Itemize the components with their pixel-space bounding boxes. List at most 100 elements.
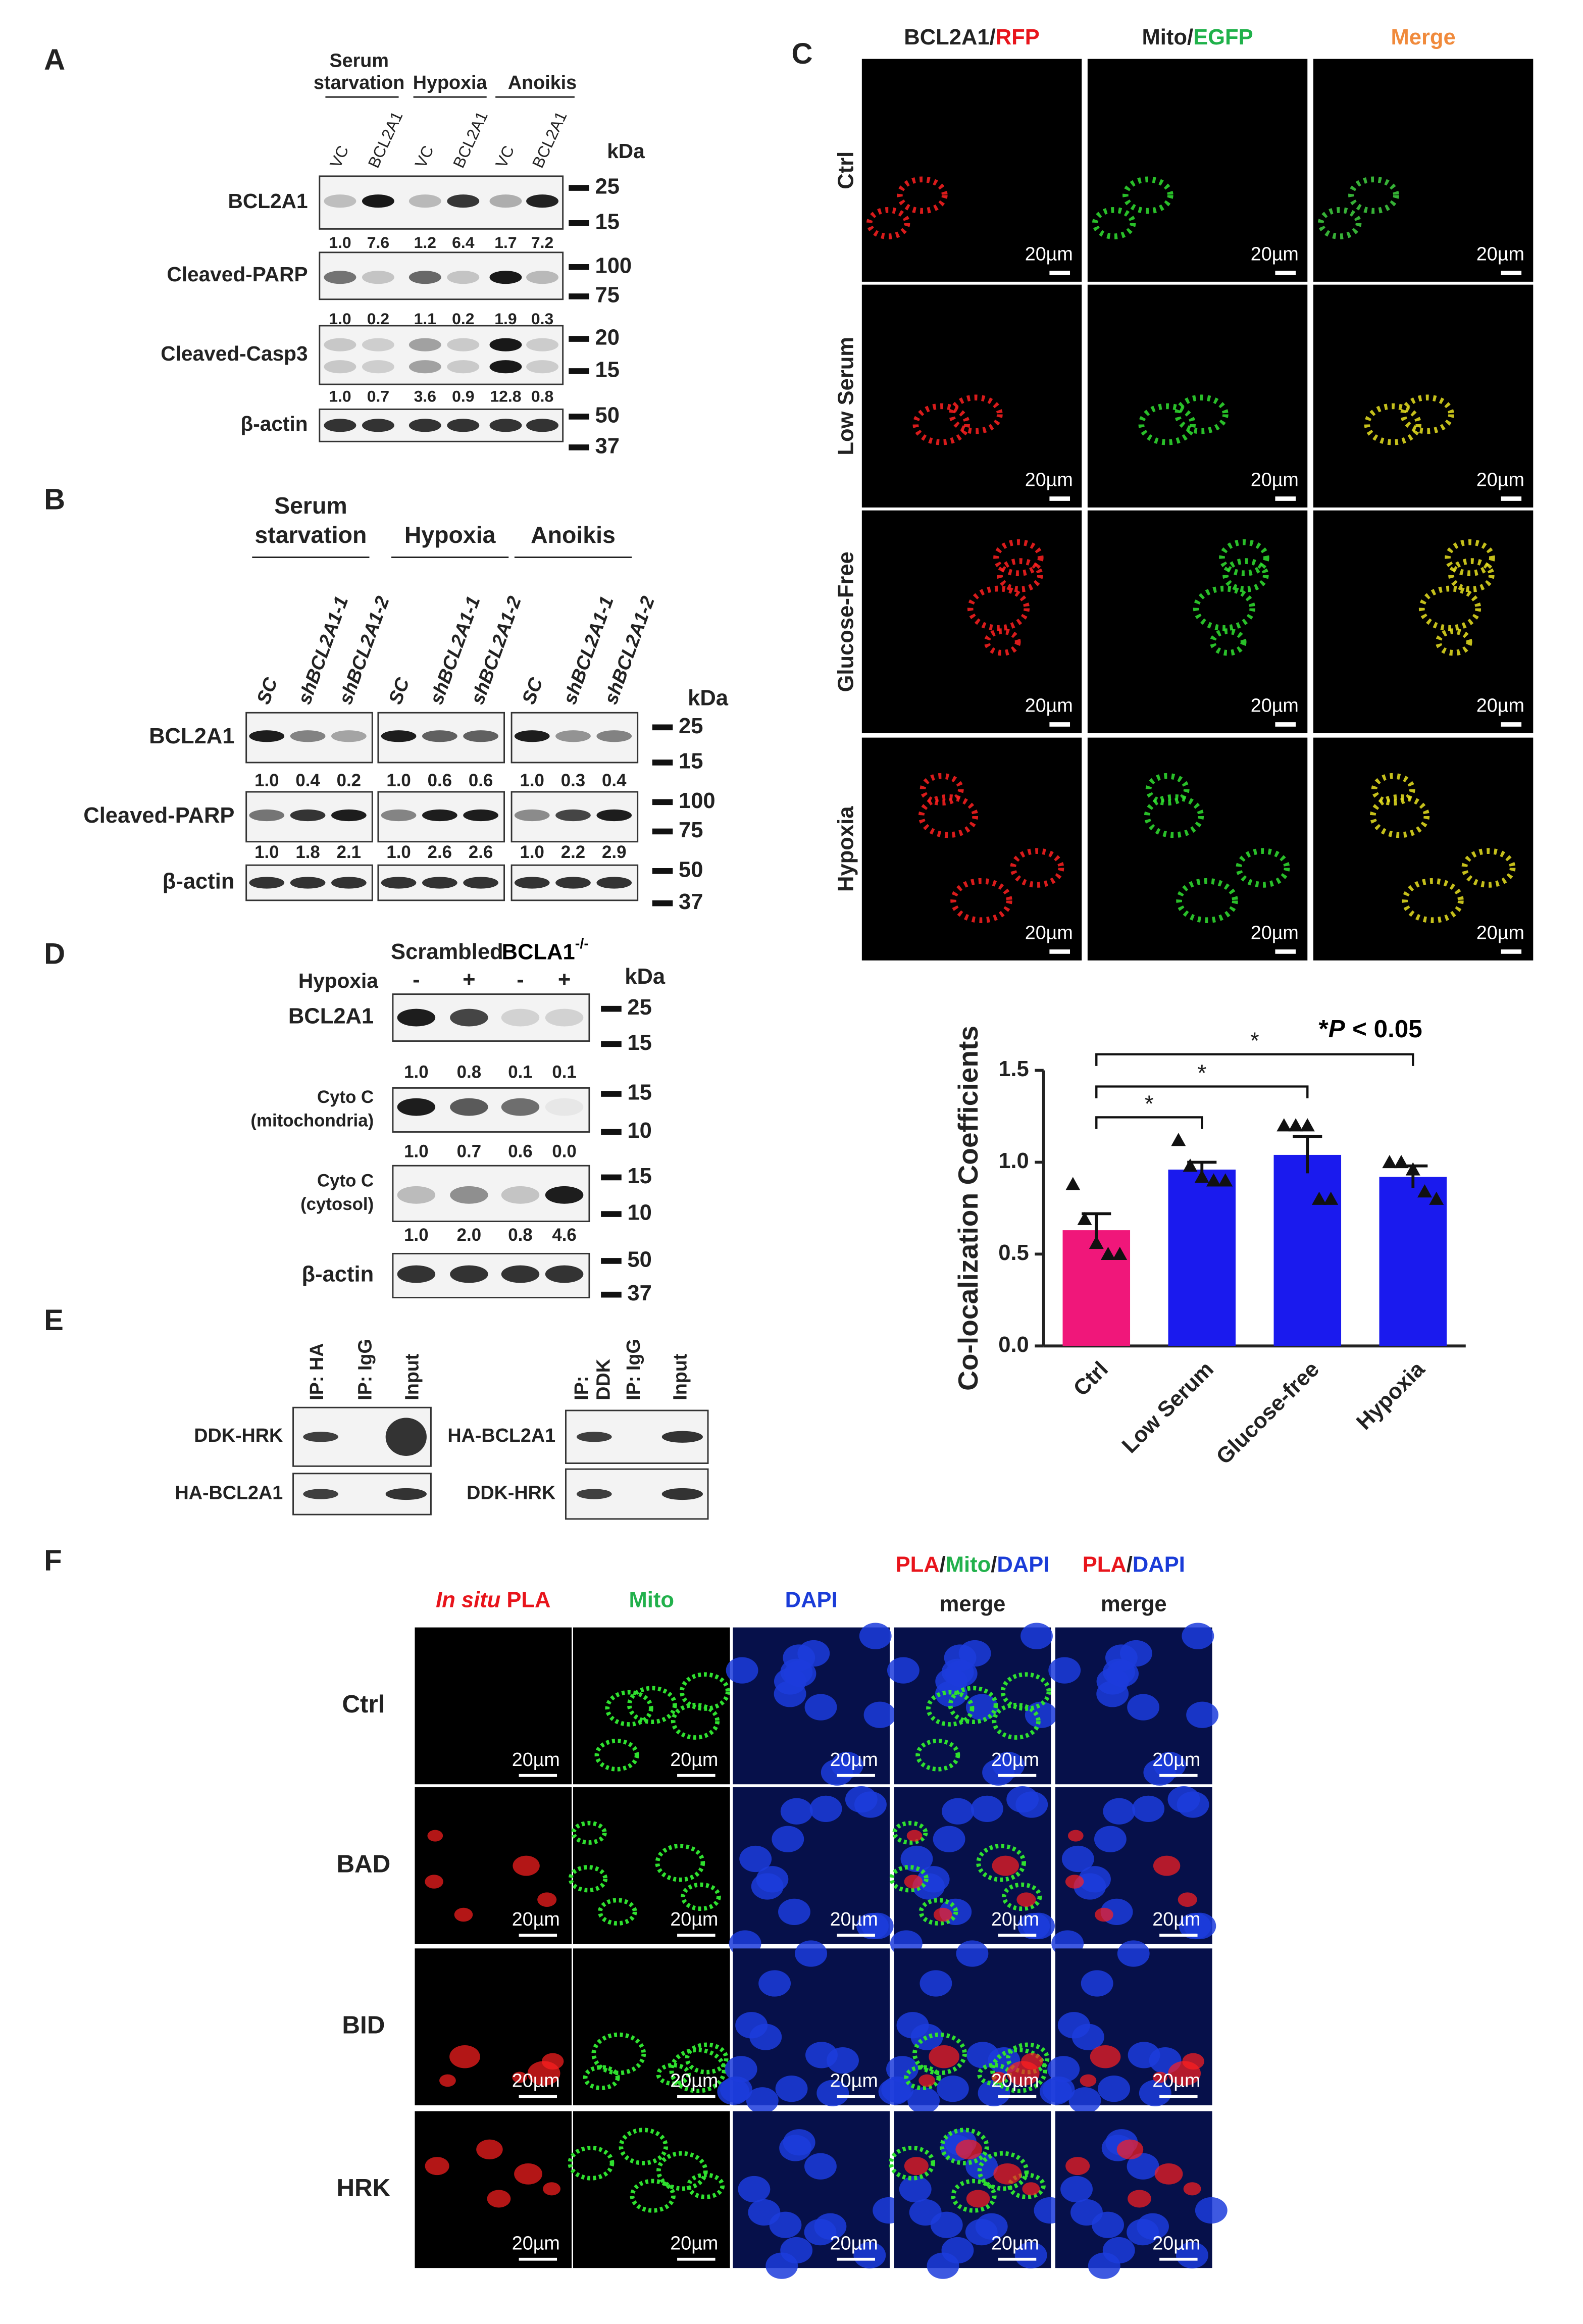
band [397, 1008, 436, 1027]
band [422, 877, 457, 889]
label: BCL2A1 [228, 189, 308, 213]
cell-signal [1175, 394, 1229, 434]
group-name: BCLA1 [502, 940, 575, 964]
label: 15 [627, 1031, 651, 1055]
pla-signal [425, 1875, 443, 1889]
scale-bar-label: 20µm [1152, 2233, 1200, 2254]
label: 2.0 [457, 1225, 481, 1245]
scale-bar-label: 20µm [1251, 922, 1299, 943]
group-header: Serum [329, 49, 388, 71]
nucleus [1068, 2087, 1101, 2114]
nucleus [1042, 2076, 1075, 2103]
label: 2.2 [561, 842, 585, 862]
data-point [1065, 1177, 1081, 1190]
panel-label: A [44, 43, 65, 76]
label: 25 [595, 175, 620, 199]
label: β-actin [240, 412, 308, 435]
data-point [1206, 1173, 1221, 1187]
pla-signal [543, 2182, 560, 2196]
scale-bar-label: 20µm [1025, 922, 1073, 943]
band [450, 1265, 488, 1283]
micrograph [1087, 59, 1308, 282]
band [408, 271, 441, 284]
nucleus [821, 1759, 853, 1786]
nucleus [1096, 1681, 1129, 1707]
mito-signal [926, 1690, 975, 1727]
mito-signal [940, 2128, 989, 2165]
column-header: In situ PLA [436, 1588, 550, 1612]
band [408, 338, 441, 351]
nucleus [797, 1640, 830, 1667]
label: 1.7 [494, 233, 517, 251]
nucleus [749, 2024, 782, 2050]
nucleus [738, 2176, 771, 2203]
group-header: Hypoxia [413, 72, 488, 93]
nucleus [720, 2076, 752, 2103]
data-point [1218, 1173, 1233, 1187]
group-header: starvation [254, 522, 367, 548]
mito-signal [1000, 1672, 1051, 1711]
band [324, 194, 356, 208]
mito-signal [889, 2145, 936, 2181]
band [303, 1432, 338, 1442]
nucleus [856, 1912, 889, 1940]
label: 15 [595, 358, 620, 382]
label: 1.0 [329, 233, 351, 251]
lane-label: - [517, 968, 524, 992]
cell-signal [1209, 628, 1247, 656]
nucleus [1061, 1845, 1094, 1873]
cell-signal [950, 878, 1012, 924]
nucleus [936, 2075, 969, 2102]
scale-bar-label: 20µm [512, 2069, 560, 2091]
scale-bar-label: 20µm [512, 1749, 560, 1770]
data-point [1429, 1191, 1444, 1205]
label: kDa [688, 686, 729, 711]
nucleus [751, 1873, 784, 1900]
annotation-part: * [1319, 1015, 1329, 1043]
label: 0.3 [561, 771, 585, 790]
nucleus [1139, 2080, 1171, 2106]
scale-bar-label: 20µm [512, 1908, 560, 1930]
label: HA-BCL2A1 [447, 1425, 555, 1446]
label: 2.6 [469, 842, 493, 862]
label: 4.6 [552, 1225, 576, 1245]
cell-signal [949, 394, 1003, 434]
band [526, 419, 558, 432]
data-point [1089, 1236, 1104, 1249]
label: 50 [595, 403, 620, 427]
label: 75 [595, 283, 620, 307]
pla-signal [1021, 2053, 1043, 2070]
nucleus [907, 2087, 940, 2114]
group-header: Scrambled [391, 940, 503, 964]
group-header: Anoikis [508, 72, 577, 93]
label: 1.0 [386, 771, 411, 790]
bar [1273, 1154, 1342, 1346]
mito-signal [568, 1865, 608, 1893]
header-part: DAPI [1133, 1552, 1185, 1577]
nucleus [910, 2024, 943, 2050]
blot [319, 175, 564, 230]
pla-signal [541, 2053, 564, 2070]
label: kDa [607, 139, 645, 163]
pla-signal [966, 2190, 990, 2208]
significance-bracket [1095, 1053, 1414, 1066]
scale-bar-label: 20µm [1152, 2069, 1200, 2091]
mito-signal [977, 2151, 1029, 2191]
band [249, 809, 285, 822]
nucleus [746, 2087, 779, 2114]
band [381, 877, 417, 889]
mito-signal [591, 2032, 646, 2076]
band [463, 877, 498, 889]
row-label: BID [342, 2011, 385, 2039]
significance-mark: * [1250, 1028, 1259, 1054]
y-tick-label: 0.0 [998, 1333, 1029, 1357]
band [463, 809, 498, 822]
scale-bar-label: 20µm [670, 1908, 718, 1930]
data-point [1112, 1246, 1128, 1260]
cell-signal [1435, 628, 1472, 656]
nucleus [1127, 2153, 1159, 2180]
nucleus [971, 1795, 1003, 1822]
panel-label: B [44, 483, 65, 516]
nucleus [909, 2199, 942, 2226]
band [514, 877, 550, 889]
